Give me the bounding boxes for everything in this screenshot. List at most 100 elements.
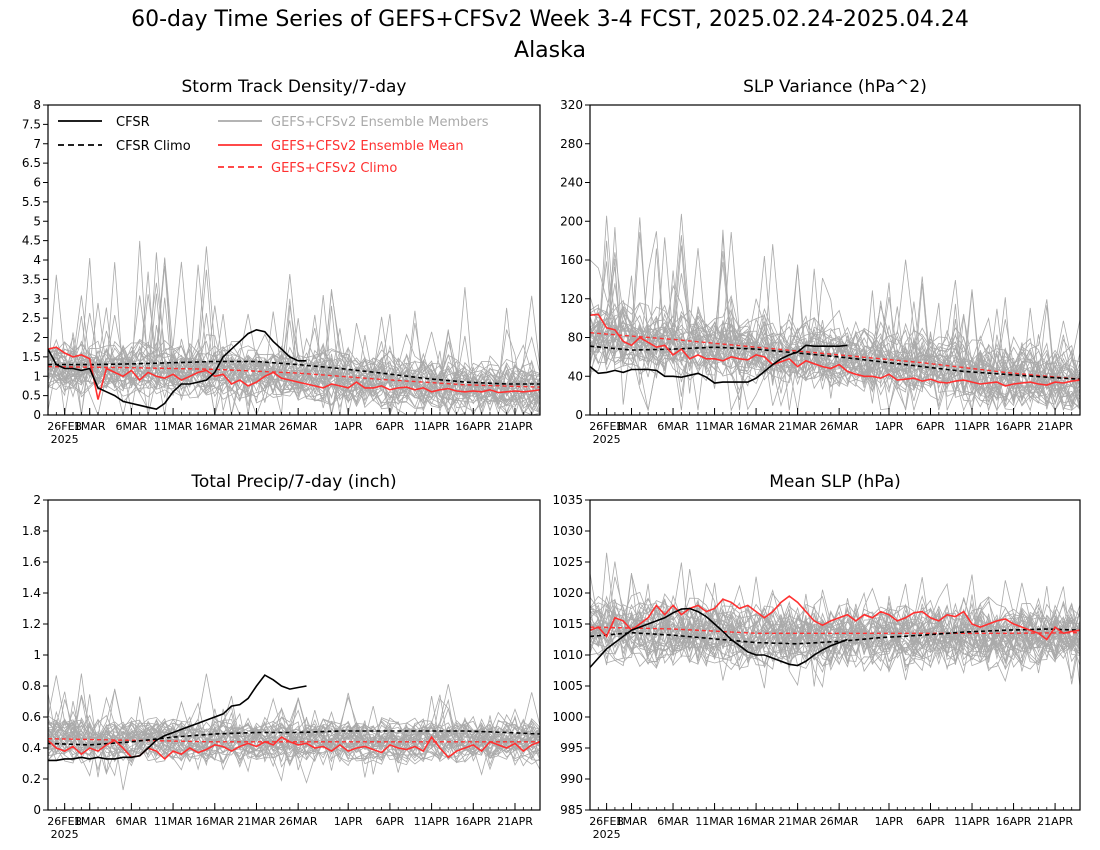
x-tick-year-label: 2025 bbox=[593, 433, 621, 446]
x-tick-year-label: 2025 bbox=[593, 828, 621, 841]
legend-label-cfsr-climo: CFSR Climo bbox=[116, 139, 191, 154]
x-tick-label: 1MAR bbox=[616, 420, 648, 433]
x-tick-label: 11MAR bbox=[154, 420, 193, 433]
y-tick-label: 1.6 bbox=[22, 555, 41, 569]
x-tick-label: 21MAR bbox=[237, 420, 276, 433]
x-tick-label: 21MAR bbox=[237, 815, 276, 828]
ensemble-member-line bbox=[590, 610, 1080, 685]
x-tick-label: 6MAR bbox=[116, 420, 148, 433]
series-cfsr-climo bbox=[590, 628, 1080, 645]
x-tick-label: 1APR bbox=[875, 420, 904, 433]
series-ens-climo bbox=[590, 626, 1080, 634]
y-tick-label: 200 bbox=[560, 214, 583, 228]
y-tick-label: 1010 bbox=[552, 648, 583, 662]
x-tick-label: 16APR bbox=[455, 420, 491, 433]
y-tick-label: 0.5 bbox=[22, 389, 41, 403]
x-tick-label: 21APR bbox=[497, 815, 533, 828]
y-tick-label: 6 bbox=[33, 176, 41, 190]
y-tick-label: 120 bbox=[560, 292, 583, 306]
x-tick-label: 21APR bbox=[497, 420, 533, 433]
x-tick-label: 11APR bbox=[954, 815, 990, 828]
y-tick-label: 1.8 bbox=[22, 524, 41, 538]
ensemble-member-line bbox=[590, 264, 1080, 409]
y-tick-label: 3 bbox=[33, 292, 41, 306]
panel-title: Storm Track Density/7-day bbox=[182, 77, 407, 97]
y-tick-label: 2.5 bbox=[22, 311, 41, 325]
series-cfsr-climo bbox=[590, 345, 1080, 380]
y-tick-label: 3.5 bbox=[22, 272, 41, 286]
x-tick-label: 11APR bbox=[954, 420, 990, 433]
y-tick-label: 7.5 bbox=[22, 117, 41, 131]
ensemble-member-line bbox=[48, 692, 540, 760]
panel-title: Total Precip/7-day (inch) bbox=[190, 472, 396, 492]
x-tick-label: 1APR bbox=[334, 815, 363, 828]
y-tick-label: 0 bbox=[33, 803, 41, 817]
ensemble-member-line bbox=[48, 702, 540, 759]
y-tick-label: 7 bbox=[33, 137, 41, 151]
ensemble-members bbox=[48, 240, 540, 415]
x-tick-label: 11MAR bbox=[695, 420, 734, 433]
x-tick-label: 21MAR bbox=[778, 420, 817, 433]
x-tick-label: 21APR bbox=[1037, 420, 1073, 433]
series-cfsr bbox=[590, 344, 848, 384]
legend-label-cfsr: CFSR bbox=[116, 115, 150, 130]
ensemble-member-line bbox=[48, 265, 540, 415]
x-tick-label: 16MAR bbox=[737, 815, 776, 828]
ensemble-member-line bbox=[48, 287, 540, 415]
ensemble-member-line bbox=[590, 297, 1080, 412]
legend-label-ens-mean: GEFS+CFSv2 Ensemble Mean bbox=[271, 139, 464, 154]
x-tick-label: 16MAR bbox=[195, 815, 234, 828]
y-tick-label: 8 bbox=[33, 98, 41, 112]
y-tick-label: 160 bbox=[560, 253, 583, 267]
y-tick-label: 0.8 bbox=[22, 679, 41, 693]
ensemble-member-line bbox=[48, 698, 540, 773]
x-tick-label: 1MAR bbox=[74, 420, 106, 433]
y-tick-label: 2 bbox=[33, 493, 41, 507]
ensemble-member-line bbox=[590, 580, 1080, 647]
y-tick-label: 1000 bbox=[552, 710, 583, 724]
panel-mean-slp: Mean SLP (hPa) 985 990 995 1000 1005 1010 1015 1… bbox=[552, 472, 1081, 841]
ensemble-member-line bbox=[48, 295, 540, 396]
ensemble-member-line bbox=[590, 248, 1080, 405]
y-tick-label: 1005 bbox=[552, 679, 583, 693]
legend-label-ens-climo: GEFS+CFSv2 Climo bbox=[271, 161, 397, 176]
y-tick-label: 0 bbox=[575, 408, 583, 422]
x-tick-label: 11MAR bbox=[695, 815, 734, 828]
series-cfsr bbox=[590, 607, 848, 668]
ensemble-member-line bbox=[590, 325, 1080, 411]
series-cfsr bbox=[48, 328, 307, 411]
ensemble-member-line bbox=[48, 697, 540, 763]
panel-slp-variance: SLP Variance (hPa^2) 0 40 80 120 160 200 240 280… bbox=[560, 77, 1081, 446]
x-tick-label: 16MAR bbox=[737, 420, 776, 433]
y-tick-label: 40 bbox=[568, 369, 583, 383]
x-tick-label: 26MAR bbox=[279, 815, 318, 828]
y-tick-label: 1030 bbox=[552, 524, 583, 538]
x-tick-label: 6APR bbox=[375, 420, 404, 433]
x-tick-label: 11MAR bbox=[154, 815, 193, 828]
y-tick-label: 1020 bbox=[552, 586, 583, 600]
x-tick-label: 16APR bbox=[996, 815, 1032, 828]
ensemble-member-line bbox=[48, 710, 540, 782]
x-tick-label: 1MAR bbox=[616, 815, 648, 828]
ensemble-member-line bbox=[48, 733, 540, 784]
x-tick-label: 1APR bbox=[334, 420, 363, 433]
x-tick-label: 26MAR bbox=[820, 420, 859, 433]
y-tick-label: 0 bbox=[33, 408, 41, 422]
ensemble-member-line bbox=[48, 297, 540, 415]
y-tick-label: 240 bbox=[560, 176, 583, 190]
x-tick-label: 6APR bbox=[375, 815, 404, 828]
y-tick-label: 985 bbox=[560, 803, 583, 817]
y-tick-label: 1035 bbox=[552, 493, 583, 507]
x-tick-year-label: 2025 bbox=[51, 828, 79, 841]
x-tick-label: 1APR bbox=[875, 815, 904, 828]
series-ens-mean bbox=[48, 735, 540, 760]
panel-storm-track-density: Storm Track Density/7-day 0 0.5 1 1.5 2 2.5 3 3.… bbox=[22, 77, 541, 446]
x-tick-label: 26FEB bbox=[47, 420, 82, 433]
y-tick-label: 80 bbox=[568, 331, 583, 345]
y-tick-label: 1 bbox=[33, 369, 41, 383]
ensemble-member-line bbox=[48, 673, 540, 760]
x-tick-label: 26MAR bbox=[279, 420, 318, 433]
series-ens-mean bbox=[590, 313, 1080, 387]
y-tick-label: 4 bbox=[33, 253, 41, 267]
x-tick-label: 6APR bbox=[916, 815, 945, 828]
